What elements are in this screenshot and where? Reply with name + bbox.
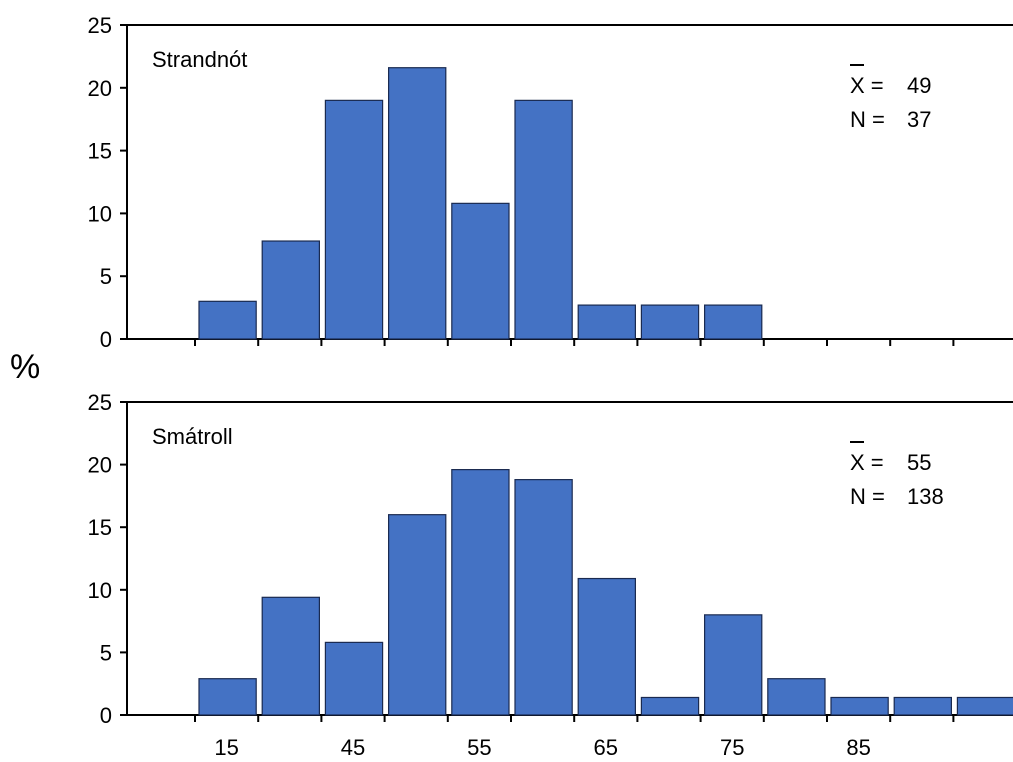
histogram-bar <box>451 469 510 716</box>
histogram-bar <box>198 678 257 716</box>
mean-label: X = <box>850 73 884 98</box>
y-tick-label: 15 <box>88 515 112 540</box>
panel-title-strandnot: Strandnót <box>152 47 247 72</box>
histogram-bar <box>198 300 257 340</box>
n-value: 138 <box>907 484 944 509</box>
y-tick-label: 0 <box>100 703 112 728</box>
y-tick-label: 5 <box>100 264 112 289</box>
panel-smatroll: Smátroll X = 55 N = 138 0 5 10 15 20 25 <box>88 390 1013 728</box>
mean-label: X = <box>850 450 884 475</box>
x-tick-label: 55 <box>467 735 491 760</box>
n-value: 37 <box>907 107 931 132</box>
x-tick-labels: 15 45 55 65 75 85 <box>214 735 870 760</box>
x-tick-label: 15 <box>214 735 238 760</box>
histogram-bar <box>388 67 447 340</box>
y-tick-label: 0 <box>100 327 112 352</box>
histogram-bar <box>324 99 384 340</box>
stats-smatroll: X = 55 N = 138 <box>850 441 944 509</box>
histogram-bar <box>577 577 637 716</box>
histogram-bar <box>514 479 573 716</box>
histogram-bar <box>388 514 447 716</box>
histogram-bar <box>830 696 889 716</box>
y-tick-label: 25 <box>88 390 112 415</box>
histogram-bar <box>767 678 826 716</box>
x-tick-label: 75 <box>720 735 744 760</box>
y-tick-label: 15 <box>88 139 112 164</box>
x-tick-label: 45 <box>341 735 365 760</box>
y-tick-label: 20 <box>88 76 112 101</box>
histogram-bar <box>261 596 321 716</box>
panel-strandnot: Strandnót X = 49 N = 37 0 5 10 15 20 25 <box>88 13 1013 352</box>
histogram-bar <box>514 99 573 340</box>
panel-title-smatroll: Smátroll <box>152 424 233 449</box>
n-label: N = <box>850 107 885 132</box>
histogram-bar <box>640 304 700 340</box>
y-tick-label: 10 <box>88 578 112 603</box>
y-tick-label: 25 <box>88 13 112 38</box>
y-tick-label: 20 <box>88 453 112 478</box>
histogram-bar <box>577 304 637 340</box>
histogram-bar <box>261 240 321 340</box>
x-tick-label: 65 <box>594 735 618 760</box>
mean-value: 55 <box>907 450 931 475</box>
y-tick-label: 10 <box>88 201 112 226</box>
histogram-bar <box>893 696 953 716</box>
histogram-bar <box>324 641 384 716</box>
histogram-bar <box>703 614 763 716</box>
mean-value: 49 <box>907 73 931 98</box>
y-axis-label: % <box>10 348 40 386</box>
histogram-bar <box>640 696 700 716</box>
histogram-bar <box>956 696 1013 716</box>
histogram-bar <box>451 202 510 340</box>
x-tick-label: 85 <box>846 735 870 760</box>
y-tick-label: 5 <box>100 640 112 665</box>
histogram-bar <box>703 304 763 340</box>
stats-strandnot: X = 49 N = 37 <box>850 64 931 132</box>
n-label: N = <box>850 484 885 509</box>
